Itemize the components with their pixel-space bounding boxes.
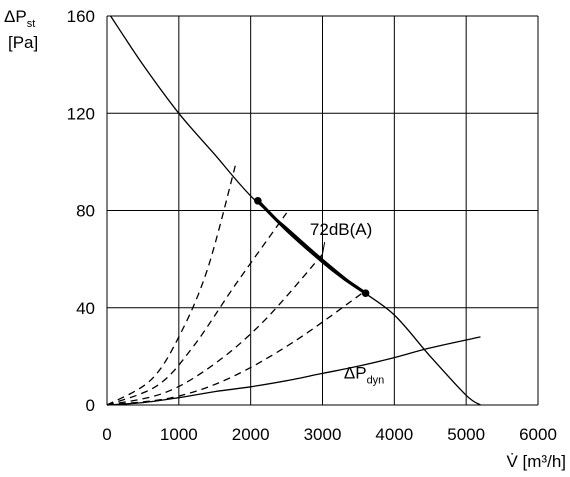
x-tick-label: 3000 <box>304 425 342 444</box>
x-tick-label: 2000 <box>232 425 270 444</box>
system-parabola-curve <box>106 290 366 406</box>
x-tick-label: 5000 <box>447 425 485 444</box>
dynamic-pressure-curve <box>106 336 481 406</box>
x-tick-label: 0 <box>102 425 111 444</box>
y-axis-label: ΔPst <box>4 7 35 30</box>
y-tick-label: 80 <box>76 202 95 221</box>
operating-range-curve <box>256 199 367 295</box>
y-tick-label: 120 <box>67 104 95 123</box>
tick-labels: 0 1000 2000 3000 4000 5000 6000 0 40 80 120 160 <box>67 7 557 444</box>
y-tick-label: 160 <box>67 7 95 26</box>
x-axis-label: V̇ [m³/h] <box>506 452 566 471</box>
operating-point-marker <box>254 196 262 205</box>
dynamic-pressure-label: ΔPdyn <box>344 364 384 387</box>
y-tick-label: 0 <box>86 396 95 415</box>
x-tick-label: 4000 <box>375 425 413 444</box>
y-axis-symbol: ΔP <box>4 7 27 26</box>
y-tick-label: 40 <box>76 299 95 318</box>
curves <box>106 15 481 406</box>
sound-level-annotation: 72dB(A) <box>310 220 372 239</box>
dynamic-pressure-subscript: dyn <box>367 375 385 387</box>
y-axis-subscript: st <box>27 18 36 30</box>
x-tick-label: 1000 <box>160 425 198 444</box>
y-axis-unit: [Pa] <box>8 33 38 52</box>
sound-level-leader <box>321 242 326 258</box>
dynamic-pressure-symbol: ΔP <box>344 364 367 383</box>
operating-point-marker <box>361 289 370 297</box>
x-tick-label: 6000 <box>519 425 557 444</box>
fan-characteristic-curve <box>110 15 481 406</box>
grid-lines <box>106 15 539 406</box>
system-parabola-curve <box>106 212 288 406</box>
system-parabola-curve <box>106 253 323 406</box>
system-parabola-curve <box>106 161 237 406</box>
